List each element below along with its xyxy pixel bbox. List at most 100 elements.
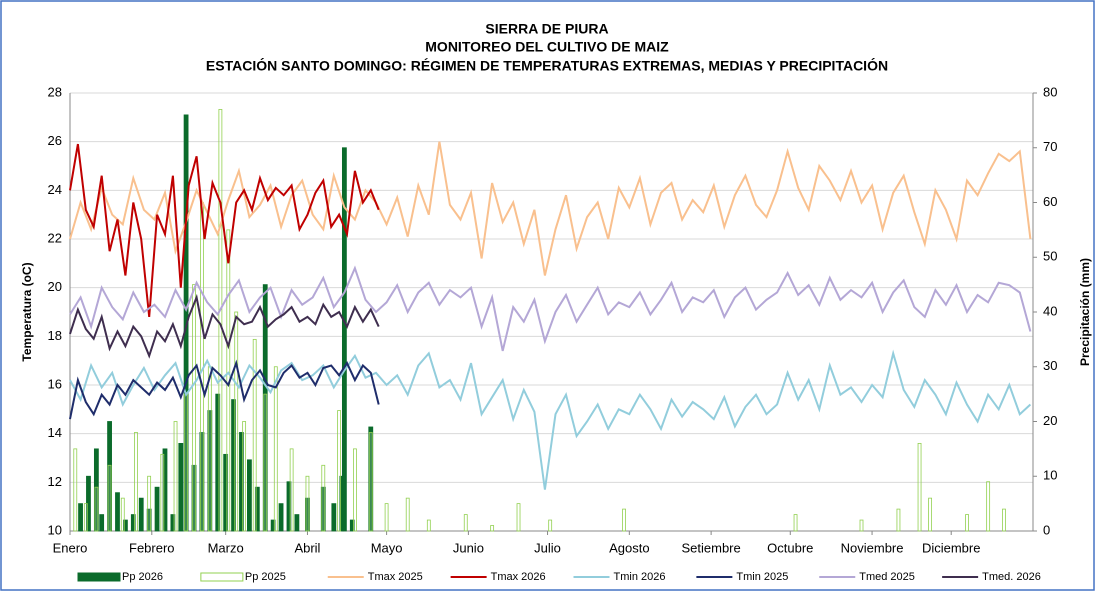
bar	[516, 503, 521, 532]
x-tick-label: Agosto	[609, 540, 649, 555]
y2-tick-label: 60	[1043, 194, 1057, 209]
bar	[239, 432, 244, 532]
bar	[231, 399, 236, 532]
bar	[83, 503, 88, 532]
bar	[170, 514, 176, 532]
line	[69, 265, 1032, 352]
y-tick-label: 28	[48, 84, 62, 99]
bar	[928, 497, 933, 532]
bar	[162, 448, 168, 532]
bar	[73, 448, 78, 532]
bar	[130, 514, 136, 532]
y2-tick-label: 0	[1043, 522, 1050, 537]
bar	[120, 497, 125, 532]
bar	[490, 525, 495, 532]
y-axis-title: Temperatura (oC)	[20, 262, 34, 361]
bar	[273, 366, 278, 532]
line	[69, 293, 380, 359]
chart-title: SIERRA DE PIURA	[485, 21, 608, 37]
bar	[78, 503, 83, 532]
bar	[1002, 508, 1006, 532]
bar	[622, 508, 626, 532]
legend-label: Tmed. 2026	[982, 571, 1041, 583]
bar	[134, 432, 138, 532]
bar	[793, 514, 798, 532]
y2-tick-label: 30	[1043, 358, 1057, 373]
y2-tick-label: 20	[1043, 413, 1057, 428]
bar	[337, 410, 342, 532]
bar	[207, 366, 212, 532]
line	[69, 143, 380, 318]
bar	[965, 514, 969, 532]
x-tick-label: Noviembre	[841, 540, 904, 555]
bar	[349, 519, 355, 532]
bar	[115, 492, 120, 532]
y-tick-label: 22	[48, 230, 62, 245]
legend-label: Tmin 2026	[614, 571, 666, 583]
y2-tick-label: 50	[1043, 249, 1057, 264]
y2-tick-label: 10	[1043, 468, 1057, 483]
bar	[405, 497, 410, 532]
y-tick-label: 26	[48, 133, 62, 148]
bar	[986, 481, 991, 532]
legend-label: Pp 2025	[245, 571, 286, 583]
y2-tick-label: 80	[1043, 84, 1057, 99]
bar	[107, 464, 112, 532]
y-tick-label: 24	[48, 182, 62, 197]
y2-axis-title: Precipitación (mm)	[1078, 258, 1092, 366]
legend-label: Pp 2026	[122, 571, 163, 583]
bar	[384, 503, 389, 532]
x-tick-label: Abril	[294, 540, 320, 555]
bar	[331, 503, 337, 532]
bar	[289, 448, 294, 532]
bar	[305, 475, 310, 532]
y-tick-label: 10	[48, 522, 62, 537]
x-tick-label: Enero	[53, 540, 88, 555]
legend-label: Tmax 2026	[491, 571, 546, 583]
bar	[215, 393, 221, 532]
bar	[160, 453, 165, 532]
y-tick-label: 12	[48, 474, 62, 489]
bar	[896, 508, 901, 532]
bar	[178, 442, 184, 532]
y-tick-label: 18	[48, 328, 62, 343]
bar	[138, 497, 144, 532]
bar	[917, 442, 922, 532]
x-tick-label: Setiembre	[681, 540, 740, 555]
x-tick-label: Octubre	[767, 540, 813, 555]
bar	[94, 486, 99, 532]
y-tick-label: 20	[48, 279, 62, 294]
bar	[548, 519, 553, 532]
bar	[278, 503, 284, 532]
y2-tick-label: 40	[1043, 303, 1057, 318]
line	[69, 359, 380, 420]
bar	[368, 432, 373, 532]
line	[69, 141, 1032, 276]
x-tick-label: Diciembre	[922, 540, 981, 555]
legend-label: Tmin 2025	[736, 571, 788, 583]
chart-title: MONITOREO DEL CULTIVO DE MAIZ	[425, 39, 669, 55]
bar	[173, 421, 178, 532]
x-tick-label: Mayo	[371, 540, 403, 555]
bar	[192, 284, 196, 532]
bar	[263, 393, 268, 532]
bar	[223, 453, 229, 532]
bar	[252, 338, 257, 532]
bar	[234, 311, 239, 532]
legend-swatch	[200, 572, 244, 582]
bar	[242, 421, 247, 532]
y-tick-label: 14	[48, 425, 62, 440]
bar	[123, 519, 128, 532]
bar	[99, 514, 105, 532]
line	[69, 349, 1032, 490]
x-tick-label: Julio	[534, 540, 561, 555]
legend-label: Tmax 2025	[368, 571, 423, 583]
bar	[147, 475, 152, 532]
bar	[254, 486, 260, 532]
bar	[270, 519, 276, 532]
bar	[218, 109, 223, 532]
bar	[247, 459, 252, 532]
bar	[286, 481, 292, 532]
bar	[294, 514, 300, 532]
y2-tick-label: 70	[1043, 139, 1057, 154]
